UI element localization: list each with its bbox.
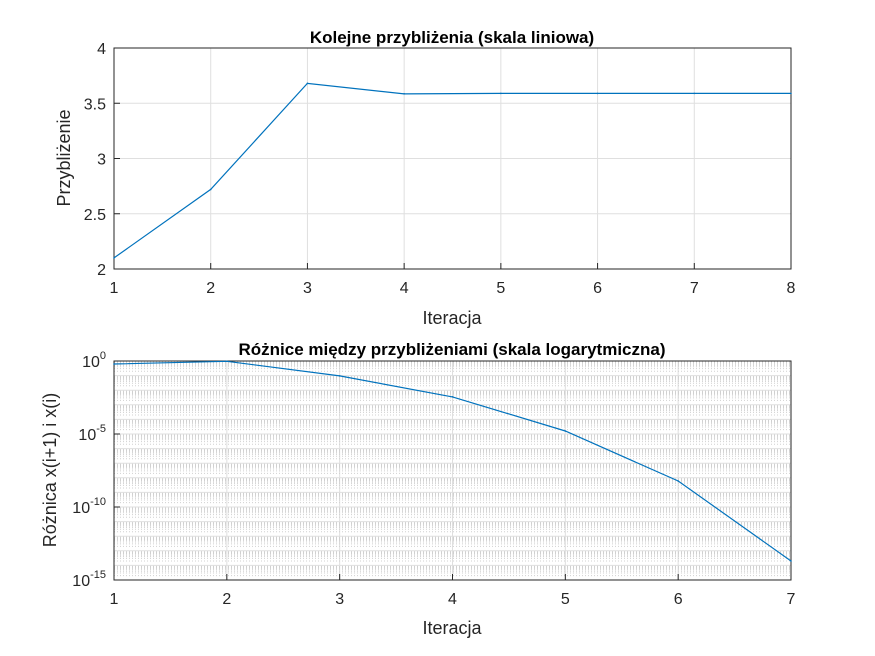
y-tick-label: 10-15 [72,569,106,590]
data-point [338,375,341,377]
y-tick-exponent: -10 [90,496,106,508]
x-tick-label: 7 [787,591,796,608]
data-point [693,92,696,95]
data-point [790,92,792,95]
y-tick-exponent: -15 [90,569,106,581]
x-axis-label: Iteracja [422,618,482,638]
data-point [596,92,599,95]
chart-title: Kolejne przybliżenia (skala liniowa) [310,28,594,47]
y-tick-base: 10 [72,500,90,517]
x-tick-label: 7 [690,280,699,297]
series [113,82,792,259]
data-point [790,560,792,562]
x-tick-label: 3 [335,591,344,608]
y-tick-base: 10 [72,573,90,590]
x-tick-label: 3 [303,280,312,297]
x-tick-label: 5 [561,591,570,608]
data-point [500,92,502,95]
data-point [677,480,679,482]
data-point [113,363,115,365]
y-tick-label: 2.5 [84,207,106,224]
y-tick-label: 4 [97,41,106,58]
y-tick-label: 10-10 [72,496,106,517]
chart-title: Różnice między przybliżeniami (skala log… [238,340,665,359]
grid [114,361,791,580]
x-tick-label: 5 [496,280,505,297]
grid [114,48,791,269]
series-line [113,82,791,259]
data-point [113,257,115,259]
data-point [226,360,228,363]
x-tick-label: 6 [674,591,683,608]
x-tick-label: 2 [206,280,215,297]
y-tick-exponent: -5 [96,423,106,435]
y-tick-exponent: 0 [100,350,106,362]
y-tick-base: 10 [78,427,96,444]
y-tick-label: 10-5 [78,423,106,444]
y-ticks: 2 2.5 3 3.5 4 [84,41,120,279]
y-tick-label: 3 [97,152,106,169]
x-tick-label: 1 [110,280,119,297]
x-ticks: 1 2 3 4 5 6 7 8 [110,263,796,297]
x-tick-label: 1 [110,591,119,608]
x-tick-label: 4 [448,591,457,608]
x-tick-label: 6 [593,280,602,297]
y-axis-label: Przybliżenie [54,109,74,206]
y-tick-label: 100 [82,350,106,371]
data-point [403,93,405,95]
y-tick-label: 3.5 [84,96,106,113]
x-tick-label: 2 [222,591,231,608]
y-tick-label: 2 [97,262,106,279]
data-point [209,188,212,191]
data-point [306,82,309,85]
y-axis-label: Różnica x(i+1) i x(i) [40,393,60,548]
x-tick-label: 8 [787,280,796,297]
y-tick-base: 10 [82,354,100,371]
data-point [451,396,454,398]
x-ticks: 1 2 3 4 5 6 7 [110,574,796,608]
x-tick-label: 4 [400,280,409,297]
series [113,360,792,562]
data-point [564,430,567,432]
x-axis-label: Iteracja [422,308,482,328]
